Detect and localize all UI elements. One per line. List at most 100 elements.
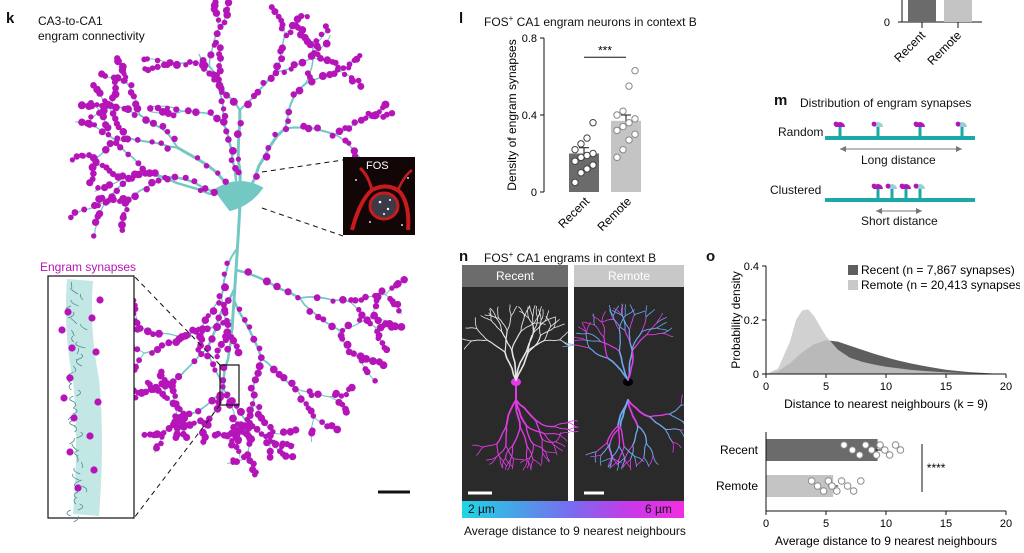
remote-neuron — [562, 303, 684, 471]
engram-branch — [632, 425, 639, 447]
inset-texture — [76, 347, 79, 355]
zoom-line-bottom — [133, 404, 221, 519]
synapse-dot — [318, 72, 327, 80]
synapse-dot — [125, 174, 133, 183]
engram-branch — [504, 330, 508, 353]
synapse-dot — [171, 135, 178, 142]
engram-branch — [544, 316, 556, 322]
synapse-dot — [158, 342, 166, 349]
synapse-dot — [198, 351, 205, 358]
synapse-dot — [343, 391, 350, 398]
synapse-dot — [268, 4, 275, 11]
engram-branch — [490, 319, 503, 332]
synapse-dot — [224, 0, 233, 7]
synapse-dot — [194, 155, 201, 161]
panel-m-diagram — [825, 121, 975, 214]
inset-texture — [79, 293, 84, 301]
synapse-dot — [208, 396, 216, 405]
engram-branch — [509, 445, 514, 461]
synapse-dot — [136, 357, 143, 364]
synapse-dot — [266, 453, 274, 461]
inset-texture — [73, 365, 77, 373]
synapse-dot — [210, 361, 217, 368]
synapse-dot — [127, 89, 135, 96]
engram-branch — [611, 445, 620, 459]
synapse-dot — [328, 422, 336, 430]
legend-label-recent: Recent (n = 7,867 synapses) — [861, 263, 1015, 277]
synapse-dot — [233, 444, 240, 450]
synapse-dot — [246, 324, 253, 330]
synapse-dot — [288, 379, 296, 387]
hbar-x-tick-label: 10 — [880, 518, 892, 530]
engram-branch — [631, 331, 643, 352]
synapse-dot — [162, 174, 168, 181]
synapse-dot — [95, 195, 103, 204]
engram-branch — [544, 310, 550, 322]
engram-branch — [504, 445, 514, 459]
synapse-dot — [204, 421, 212, 429]
synapse-dot — [96, 110, 103, 116]
synapse-dot — [195, 346, 201, 353]
synapse-dot — [221, 271, 227, 277]
synapse-dot — [400, 276, 408, 284]
hbar-point — [828, 482, 836, 490]
panel-n-title-sup: + — [508, 250, 514, 259]
legend-swatch-remote — [848, 280, 858, 290]
synapse-dot — [244, 268, 252, 276]
synapse-dot — [169, 399, 178, 408]
synapse-dot — [329, 132, 336, 139]
synapse-dot — [308, 77, 316, 86]
synapse-dot — [263, 433, 269, 440]
neuron-illustration — [47, 0, 415, 523]
synapse-dot — [372, 113, 378, 120]
synapse-dot — [142, 66, 148, 72]
hbar-recent — [766, 439, 878, 461]
synapse-dot — [158, 368, 165, 375]
synapse-dot — [298, 13, 305, 20]
hbar-point — [843, 482, 852, 490]
synapse-dot — [211, 76, 218, 83]
synapse-dot — [287, 442, 295, 450]
synapse-dot — [315, 313, 322, 321]
synapse-dot — [196, 326, 202, 332]
engram-branch — [585, 451, 597, 456]
synapse-dot — [98, 128, 106, 136]
engram-branch — [476, 328, 488, 341]
engram-branch — [543, 339, 561, 342]
engram-branch — [629, 304, 635, 316]
synapse-dot — [285, 108, 293, 116]
engram-branch — [592, 313, 595, 326]
engram-branch — [519, 310, 529, 319]
inset-synapse — [68, 344, 76, 352]
synapse-dot — [183, 433, 191, 441]
engram-branch — [524, 305, 531, 317]
synapse-dot — [220, 364, 228, 372]
engram-branch — [553, 422, 569, 428]
inset-synapse — [64, 308, 72, 316]
engram-branch — [553, 316, 556, 329]
synapse-dot — [118, 221, 126, 229]
synapse-dot — [376, 109, 382, 115]
inset-texture — [73, 425, 77, 433]
inset-texture — [76, 431, 83, 439]
synapse-dot — [117, 198, 123, 204]
synapse-dot — [143, 327, 152, 336]
panel-n-title-rest: CA1 engrams in context B — [513, 251, 657, 265]
engram-branch — [544, 433, 555, 446]
inset-synapse — [88, 314, 96, 322]
synapse-dot — [280, 374, 288, 382]
synapse-dot — [304, 70, 311, 77]
inset-texture — [69, 395, 75, 403]
data-point — [583, 134, 591, 142]
synapse-dot — [313, 42, 321, 50]
synapse-dot — [254, 369, 262, 377]
synapse-dot — [210, 188, 218, 197]
synapse-dot — [182, 174, 189, 181]
synapse-dot — [222, 178, 229, 185]
inset-texture — [70, 281, 73, 289]
inset-texture — [73, 401, 77, 409]
engram-branch — [558, 434, 568, 442]
synapse-dot — [119, 128, 128, 136]
synapse-dot — [221, 112, 229, 120]
synapse-dot — [224, 297, 232, 304]
